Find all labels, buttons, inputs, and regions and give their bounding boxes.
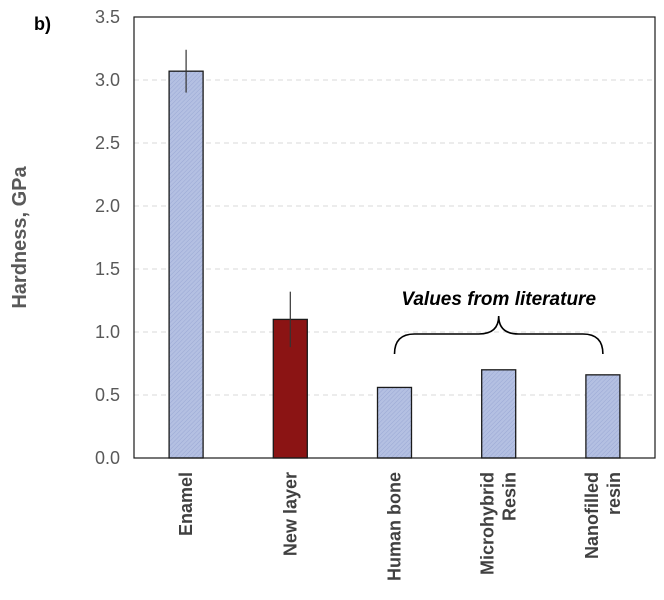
plot-frame [133,16,656,459]
curly-brace [393,315,604,355]
y-axis-label: Hardness, GPa [9,165,31,308]
x-category-label: New layer [280,472,300,556]
y-tick-label: 1.0 [95,322,120,342]
bar-4 [585,374,621,459]
panel-label: b) [34,14,51,34]
x-category-label: Enamel [176,472,196,536]
x-category-label: Nanofilled [582,472,602,559]
annotation-group: Values from literature [393,289,604,355]
y-tick-label: 3.0 [95,70,120,90]
x-category-label: resin [604,472,624,515]
gridlines [134,79,655,396]
bars [168,49,621,459]
bar-0 [168,70,204,459]
y-tick-label: 2.0 [95,196,120,216]
x-category-label: Human bone [385,472,405,581]
axes: 0.0 0.5 1.0 1.5 2.0 2.5 3.0 3.5 Enamel New layer H… [95,7,656,581]
x-category-label: Microhybrid [478,472,498,575]
y-tick-label: 3.5 [95,7,120,27]
y-tick-label: 2.5 [95,133,120,153]
bar-3 [481,369,517,459]
x-category-label: Resin [500,472,520,521]
y-tick-label: 0.5 [95,385,120,405]
annotation-label: Values from literature [401,289,596,310]
bar-2 [376,386,413,459]
y-tick-label: 1.5 [95,259,120,279]
y-tick-label: 0.0 [95,448,120,468]
